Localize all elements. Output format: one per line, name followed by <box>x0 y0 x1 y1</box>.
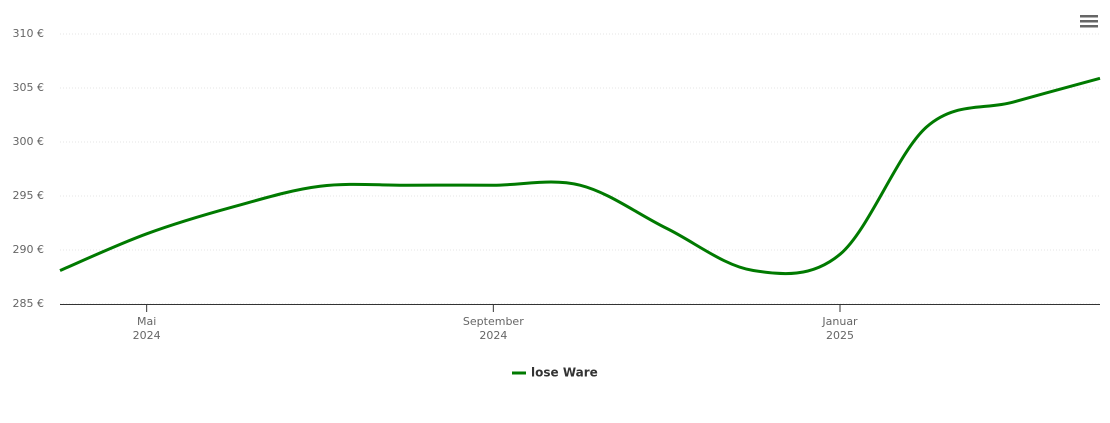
x-tick-label: Mai <box>137 315 156 328</box>
menu-button[interactable] <box>1080 15 1098 28</box>
x-tick-label: September <box>463 315 524 328</box>
y-tick-label: 295 € <box>13 189 45 202</box>
y-tick-label: 300 € <box>13 135 45 148</box>
legend-item[interactable]: lose Ware <box>512 366 598 380</box>
x-tick-label: 2025 <box>826 329 854 342</box>
menu-bar <box>1080 15 1098 18</box>
line <box>59 76 1101 276</box>
x-tick-label: Januar <box>821 315 858 328</box>
legend-label: lose Ware <box>531 366 598 380</box>
y-tick-label: 285 € <box>13 297 45 310</box>
y-tick-label: 310 € <box>13 27 45 40</box>
menu-bar <box>1080 25 1098 28</box>
x-tick-label: 2024 <box>479 329 507 342</box>
x-tick-label: 2024 <box>133 329 161 342</box>
y-tick-label: 305 € <box>13 81 45 94</box>
menu-bar <box>1080 20 1098 23</box>
y-tick-label: 290 € <box>13 243 45 256</box>
